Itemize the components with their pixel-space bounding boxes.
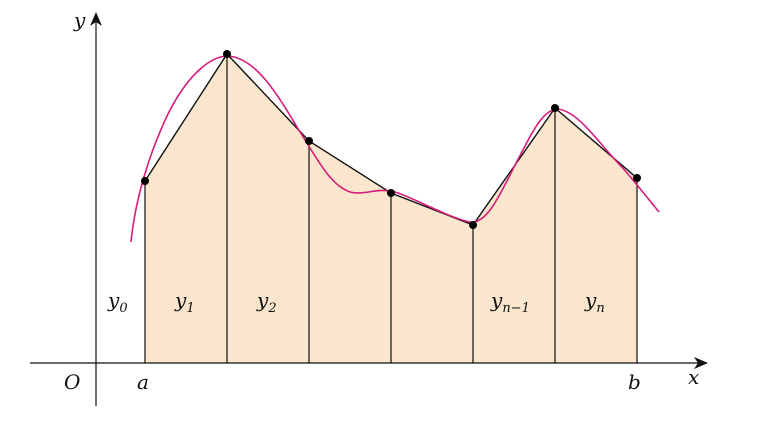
point-5 bbox=[551, 104, 559, 112]
point-2 bbox=[305, 137, 313, 145]
y-axis-label: y bbox=[73, 8, 86, 32]
x-axis-label: x bbox=[688, 365, 699, 389]
ordinate-lines bbox=[144, 54, 638, 363]
point-0 bbox=[141, 177, 149, 185]
ordinate-label-y2: y2 bbox=[256, 288, 277, 316]
a-label: a bbox=[137, 370, 149, 394]
point-6 bbox=[633, 174, 641, 182]
point-3 bbox=[387, 189, 395, 197]
point-1 bbox=[223, 50, 231, 58]
ordinate-label-y0: y0 bbox=[107, 288, 128, 316]
sample-points bbox=[141, 50, 641, 229]
origin-label: O bbox=[64, 370, 80, 394]
b-label: b bbox=[628, 370, 641, 394]
ordinate-label-yn: yn bbox=[584, 288, 605, 316]
point-4 bbox=[469, 221, 477, 229]
ordinate-label-yn-1: yn−1 bbox=[490, 288, 530, 316]
ordinate-label-y1: y1 bbox=[174, 288, 195, 316]
